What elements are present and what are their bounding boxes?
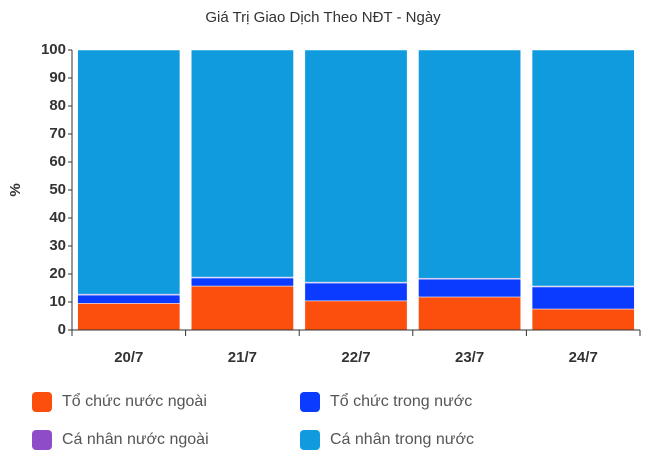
bar-segment [191, 49, 294, 278]
bar-segment [304, 282, 408, 302]
bar-segment [304, 49, 408, 283]
bar-segment [77, 49, 181, 295]
y-tick-label: 30 [49, 237, 66, 254]
bar-segment [531, 308, 635, 331]
legend-swatch [32, 430, 52, 450]
bar-segment [531, 286, 635, 310]
x-tick-label: 20/7 [114, 349, 143, 366]
bar-segment [191, 277, 294, 287]
legend-label: Cá nhân trong nước [330, 431, 474, 448]
bar-segment [418, 278, 521, 298]
x-tick-label: 22/7 [341, 349, 370, 366]
y-tick-label: 90 [49, 69, 66, 86]
y-tick-label: 70 [49, 125, 66, 142]
y-tick-label: 20 [49, 265, 66, 282]
y-tick-label: 80 [49, 97, 66, 114]
bar-segment [418, 296, 521, 331]
legend-label: Tổ chức trong nước [330, 392, 472, 410]
bar-segment [531, 49, 635, 287]
legend-label: Tổ chức nước ngoài [62, 392, 207, 410]
x-tick-label: 23/7 [455, 349, 484, 366]
x-tick-label: 21/7 [228, 349, 257, 366]
chart-title: Giá Trị Giao Dịch Theo NĐT - Ngày [205, 9, 441, 26]
legend-label: Cá nhân nước ngoài [62, 431, 209, 448]
y-tick-label: 60 [49, 153, 66, 170]
x-tick-label: 24/7 [569, 349, 598, 366]
y-tick-label: 0 [58, 321, 66, 338]
y-tick-label: 40 [49, 209, 66, 226]
bar-segment [191, 285, 294, 331]
legend-swatch [32, 392, 52, 412]
bar-segment [77, 303, 181, 331]
legend-swatch [300, 392, 320, 412]
y-tick-label: 100 [41, 41, 66, 58]
legend-swatch [300, 430, 320, 450]
bar-segment [77, 294, 181, 304]
y-axis-label: % [7, 183, 24, 196]
y-tick-label: 10 [49, 293, 66, 310]
bar-segment [304, 300, 408, 331]
bar-segment [418, 49, 521, 279]
y-tick-label: 50 [49, 181, 66, 198]
